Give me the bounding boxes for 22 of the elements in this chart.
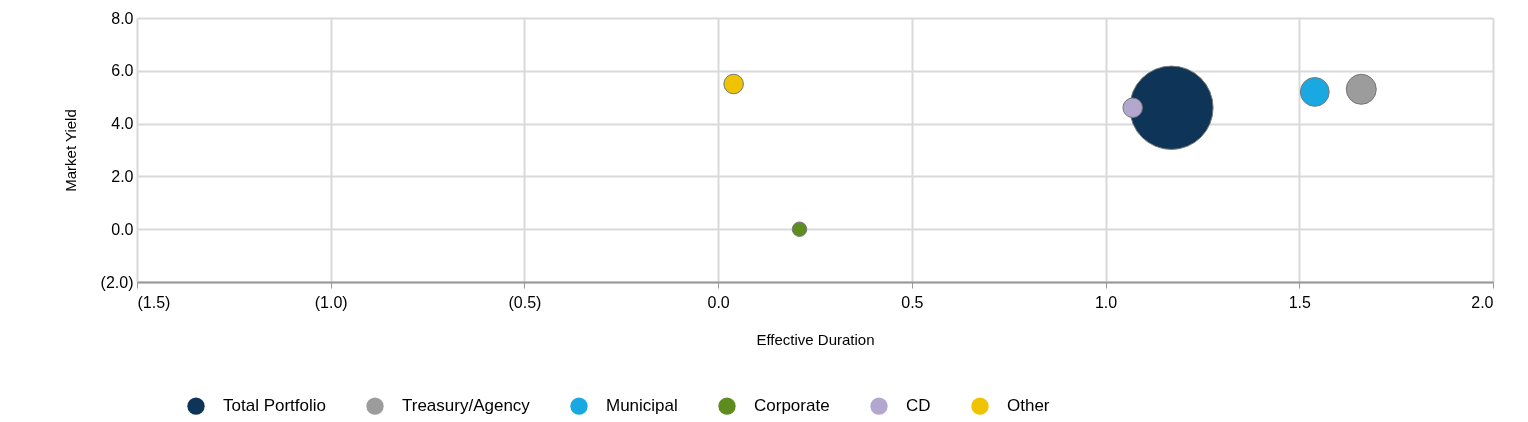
x-tick-label: 1.5 bbox=[1288, 293, 1311, 311]
y-tick-label: 6.0 bbox=[111, 62, 134, 80]
x-tick-label: 0.5 bbox=[901, 293, 924, 311]
y-tick-label: 2.0 bbox=[111, 167, 134, 185]
x-axis-title: Effective Duration bbox=[756, 330, 875, 348]
legend-label: Total Portfolio bbox=[223, 396, 326, 416]
legend-label: Other bbox=[1007, 396, 1050, 416]
legend-label: CD bbox=[906, 396, 931, 416]
x-tick-label: 1.0 bbox=[1094, 293, 1118, 311]
x-tick-label: (1.5) bbox=[137, 293, 171, 311]
legend-label: Corporate bbox=[754, 396, 830, 416]
x-tick-label: 0.0 bbox=[707, 293, 730, 311]
y-tick-label: (2.0) bbox=[100, 273, 134, 291]
y-axis-title: Market Yield bbox=[61, 109, 79, 192]
y-tick-label: 0.0 bbox=[111, 220, 134, 238]
x-tick-label: (0.5) bbox=[508, 293, 542, 311]
y-tick-label: 4.0 bbox=[111, 115, 134, 133]
legend-label: Municipal bbox=[606, 396, 678, 416]
y-tick-label: 8.0 bbox=[111, 9, 134, 27]
legend-label: Treasury/Agency bbox=[402, 396, 531, 416]
x-tick-label: 2.0 bbox=[1471, 293, 1494, 311]
x-tick-label: (1.0) bbox=[314, 293, 348, 311]
